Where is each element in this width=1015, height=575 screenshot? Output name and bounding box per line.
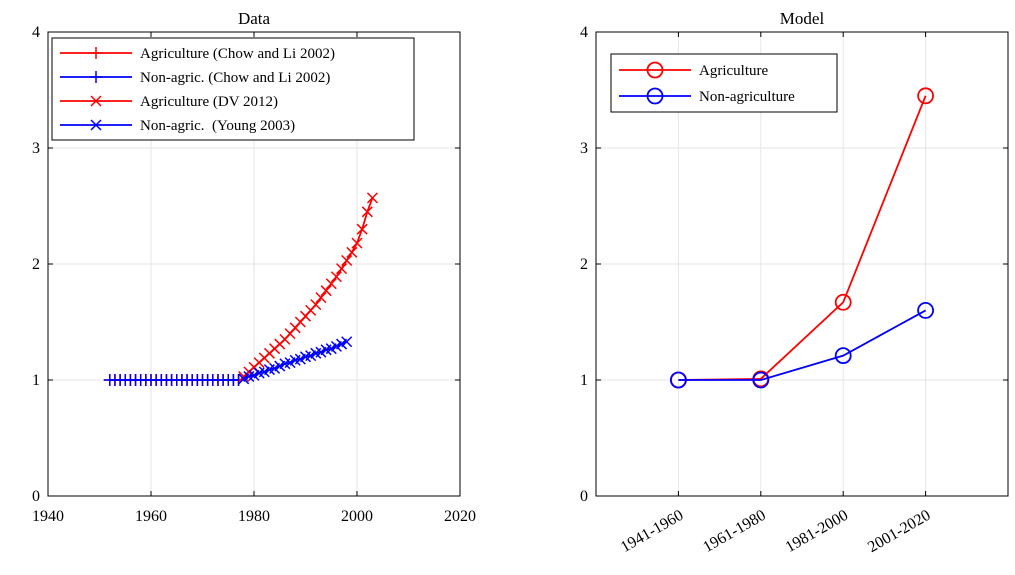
- legend-entry: Agriculture: [619, 61, 768, 79]
- legend-label: Agriculture (DV 2012): [140, 94, 278, 110]
- series-line: [678, 95, 927, 381]
- y-tick-label: 0: [32, 488, 40, 505]
- legend-entry: Non-agric. (Chow and Li 2002): [60, 70, 330, 86]
- data-point: [310, 299, 322, 311]
- y-tick-label: 2: [32, 256, 40, 273]
- legend-marker: [646, 61, 664, 79]
- legend-entry: Non-agriculture: [619, 87, 795, 105]
- data-point: [320, 285, 332, 297]
- x-tick-label: 1960: [135, 508, 167, 525]
- data-point: [670, 371, 687, 389]
- data-point: [341, 254, 353, 267]
- y-tick-label: 2: [580, 256, 588, 273]
- x-tick-label: 1941-1960: [618, 507, 687, 556]
- legend-label: Agriculture: [699, 63, 768, 79]
- x-tick-label: 1961-1980: [700, 507, 769, 556]
- y-tick-label: 4: [580, 24, 588, 41]
- x-tick-label: 1981-2000: [783, 507, 852, 556]
- y-tick-label: 1: [580, 372, 588, 389]
- legend-entry: Non-agric. (Young 2003): [60, 118, 295, 134]
- data-point: [917, 301, 934, 319]
- data-point: [356, 223, 368, 235]
- legend-entry: Agriculture (Chow and Li 2002): [60, 46, 335, 62]
- series-2: [238, 192, 378, 383]
- legend-label: Agriculture (Chow and Li 2002): [140, 46, 335, 62]
- legend-label: Non-agric. (Chow and Li 2002): [140, 70, 330, 86]
- legend-marker: [90, 95, 102, 107]
- data-point: [325, 278, 337, 290]
- data-point: [917, 87, 934, 105]
- data-point: [752, 371, 770, 389]
- series-0: [670, 87, 934, 389]
- model-chart-panel: 0 1 2 3 4 1941-1960 1961-1980 1981-2000 2001-202…: [580, 9, 1009, 556]
- legend-box: [610, 53, 838, 113]
- x-tick-label: 1940: [32, 508, 64, 525]
- legend-label: Non-agriculture: [699, 89, 795, 105]
- y-tick-label: 1: [32, 372, 40, 389]
- series-1: [670, 301, 934, 389]
- y-tick-label: 3: [32, 140, 40, 157]
- legend-entry: Agriculture (DV 2012): [60, 94, 278, 110]
- x-tick-label: 1980: [238, 508, 270, 525]
- series-line: [678, 309, 927, 381]
- legend-marker: [90, 47, 102, 59]
- data-point: [346, 246, 358, 258]
- data-chart-panel: 0 1 2 3 4 1940 1960 1980 2000 2020 Data Agriculture…: [32, 9, 476, 525]
- series-1: [103, 374, 245, 386]
- data-point: [315, 292, 327, 304]
- data-point: [834, 293, 852, 311]
- series-line: [243, 197, 374, 378]
- y-tick-label: 4: [32, 24, 40, 41]
- legend-marker: [90, 119, 102, 131]
- series-3: [238, 336, 353, 385]
- x-tick-label: 2020: [444, 508, 476, 525]
- x-tick-label: 2000: [341, 508, 373, 525]
- data-point: [834, 347, 852, 365]
- data-point: [341, 336, 353, 348]
- data-point: [330, 271, 342, 283]
- chart-title: Data: [238, 9, 271, 28]
- data-point: [351, 237, 363, 249]
- legend: Agriculture (Chow and Li 2002) Non-agric.…: [51, 37, 415, 141]
- y-tick-label: 0: [580, 488, 588, 505]
- legend-box: [51, 37, 415, 141]
- data-point: [336, 263, 348, 275]
- data-point: [366, 192, 378, 204]
- legend-marker: [90, 71, 102, 83]
- y-tick-label: 3: [580, 140, 588, 157]
- data-point: [361, 206, 373, 218]
- x-tick-label: 2001-2020: [865, 507, 934, 556]
- legend-marker: [646, 87, 664, 105]
- chart-title: Model: [780, 9, 825, 28]
- legend: Agriculture Non-agriculture: [610, 53, 838, 113]
- legend-label: Non-agric. (Young 2003): [140, 118, 295, 134]
